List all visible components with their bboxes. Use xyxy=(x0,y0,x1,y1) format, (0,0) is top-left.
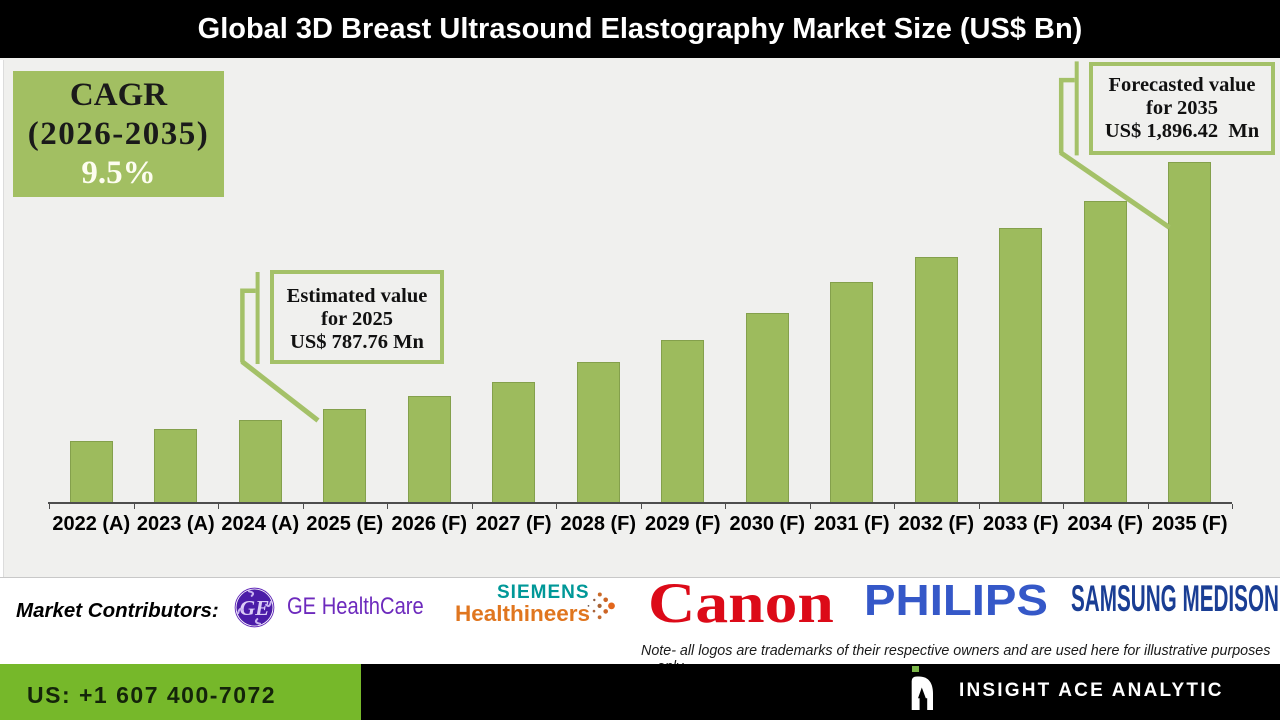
svg-text:GE: GE xyxy=(240,596,270,620)
